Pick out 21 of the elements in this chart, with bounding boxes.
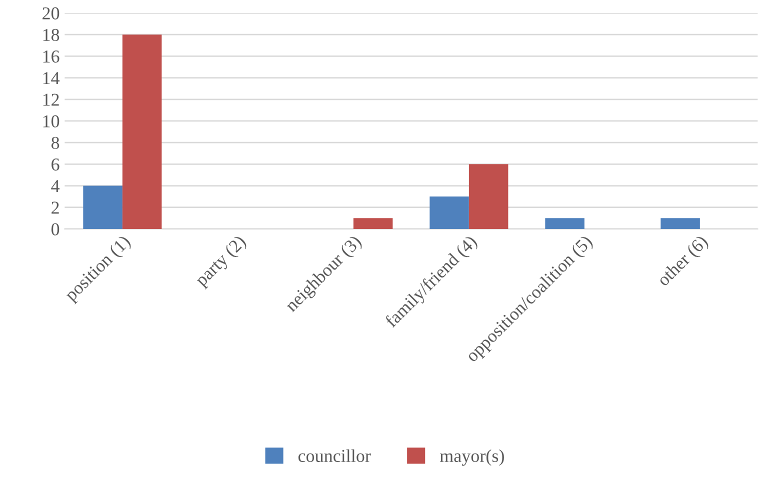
x-tick-label: other (6) xyxy=(656,234,711,290)
bar xyxy=(660,218,700,229)
y-tick-label: 16 xyxy=(43,50,60,63)
y-tick-label: 12 xyxy=(43,94,59,106)
y-tick-label: 20 xyxy=(42,7,60,20)
y-tick-label: 14 xyxy=(43,72,60,84)
bar xyxy=(430,196,469,229)
legend-label: councillor xyxy=(298,449,371,462)
y-tick-label: 2 xyxy=(52,202,59,214)
legend-label: mayor(s) xyxy=(440,449,504,466)
bar xyxy=(468,164,508,229)
y-tick-label: 4 xyxy=(51,180,60,192)
bar xyxy=(545,218,584,229)
bar xyxy=(353,218,393,229)
y-tick-label: 10 xyxy=(43,115,60,128)
y-tick-label: 8 xyxy=(51,136,60,150)
y-tick-label: 0 xyxy=(51,223,60,236)
bar xyxy=(122,34,162,229)
bar xyxy=(83,186,122,229)
y-tick-label: 18 xyxy=(43,28,60,42)
y-tick-label: 6 xyxy=(52,158,60,171)
